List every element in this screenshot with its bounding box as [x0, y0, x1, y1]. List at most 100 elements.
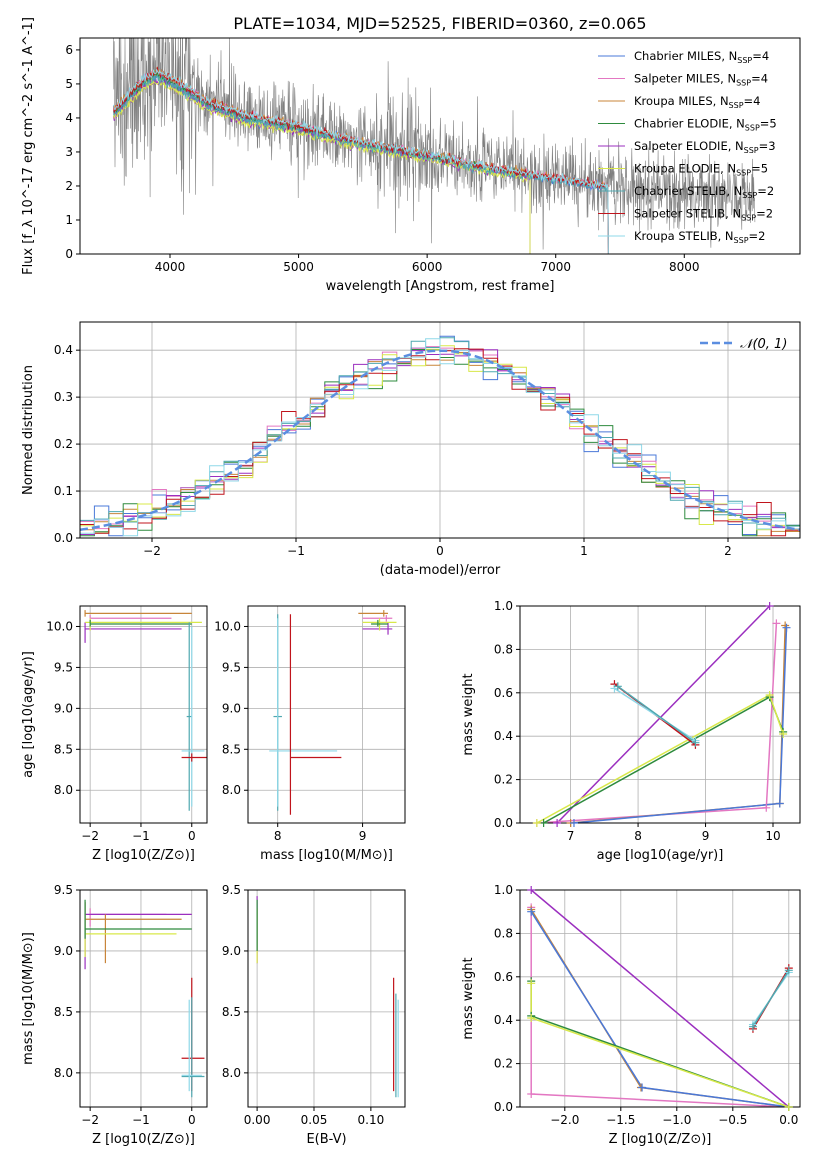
y-tick-label: 0.2: [494, 773, 513, 787]
x-tick-label: 0.10: [358, 1113, 385, 1127]
model-spectrum-6: [112, 73, 609, 254]
mass-weight-vs-age-frame: [519, 605, 801, 824]
y-tick-label: 5: [65, 77, 73, 91]
y-tick-label: 1.0: [494, 599, 513, 613]
model-spectrum-8: [112, 68, 609, 254]
figure-title: PLATE=1034, MJD=52525, FIBERID=0360, z=0…: [233, 14, 646, 33]
histogram-legend: 𝒩(0, 1): [700, 337, 787, 352]
y-tick-label: 8.5: [54, 742, 73, 756]
legend-normal-label: 𝒩(0, 1): [740, 337, 787, 352]
mass-weight-vs-age-series-1: [536, 623, 778, 823]
age-vs-mass-xlabel: mass [log10(M/M⊙)]: [260, 848, 393, 863]
x-tick-label: 9: [359, 829, 367, 843]
x-tick-label: 0: [188, 1113, 196, 1127]
mass-weight-vs-age-marker-5-0: [532, 819, 541, 827]
age-vs-metallicity-plot-area: [84, 610, 207, 811]
mass-weight-vs-metallicity-marker-5-0: [527, 979, 536, 988]
y-tick-label: 8.0: [54, 783, 73, 797]
y-tick-label: 9.5: [222, 883, 241, 897]
mass-weight-vs-metallicity-panel: −2.0 −1.5 −1.0 −0.5 0.0 0.0 0.2 0.4 0.6 0.8 1.0 Z […: [461, 883, 801, 1147]
normal-curve-line: [80, 349, 800, 532]
y-tick-label: 0.6: [494, 970, 513, 984]
x-tick-label: 1: [580, 544, 588, 558]
y-tick-label: 9.0: [54, 701, 73, 715]
mass-weight-vs-age-marker-2-2: [781, 621, 790, 630]
x-tick-label: −1.5: [606, 1113, 635, 1127]
y-tick-label: 0.2: [54, 437, 73, 451]
y-tick-label: 4: [65, 111, 73, 125]
mass-weight-vs-age-series-0: [556, 606, 771, 823]
mass-weight-vs-age-marker-8-1: [691, 738, 700, 747]
x-tick-label: −1: [287, 544, 305, 558]
x-tick-label: −2.0: [550, 1113, 579, 1127]
age-vs-mass-plot-area: [269, 610, 397, 815]
mass-weight-vs-metallicity-marker-8-1: [784, 966, 793, 975]
y-tick-label: 3: [65, 145, 73, 159]
mass-vs-metallicity-frame: [79, 889, 208, 1108]
y-tick-label: 0.8: [494, 642, 513, 656]
mass-weight-vs-age-plot-area: [536, 606, 788, 823]
mass-weight-vs-age-ylabel: mass weight: [461, 673, 476, 755]
mass-weight-vs-age-marker-5-1: [765, 690, 774, 699]
mass-vs-ebv-panel: 0.00 0.05 0.10 8.0 8.5 9.0 9.5 E(B-V): [222, 883, 406, 1147]
mass-vs-metallicity-ylabel: mass [log10(M/M⊙)]: [21, 932, 36, 1065]
mass-weight-vs-metallicity-series-0: [530, 890, 790, 1107]
mass-weight-vs-metallicity-series-2: [530, 909, 789, 1107]
mass-weight-vs-age-marker-3-0: [569, 819, 578, 827]
mass-weight-vs-metallicity-xlabel: Z [log10(Z/Z⊙)]: [609, 1132, 712, 1147]
y-tick-label: 0.0: [494, 816, 513, 830]
mass-weight-vs-age-series-8: [617, 685, 696, 744]
y-tick-label: 0.6: [494, 686, 513, 700]
age-vs-metallicity-xlabel: Z [log10(Z/Z⊙)]: [92, 848, 195, 863]
mass-weight-vs-metallicity-marker-5-2: [784, 1103, 793, 1111]
mass-vs-ebv-frame: [247, 889, 406, 1108]
y-tick-label: 10.0: [46, 619, 73, 633]
spectrum-plot-area: [112, 38, 756, 254]
legend-label-8: Kroupa STELIB, NSSP=2: [634, 229, 765, 245]
mass-weight-vs-age-panel: 7 8 9 10 0.0 0.2 0.4 0.6 0.8 1.0 age [log10(age/yr…: [461, 599, 801, 863]
y-tick-label: 6: [65, 43, 73, 57]
mass-weight-vs-age-marker-5-2: [779, 730, 788, 739]
legend-label-4: Salpeter ELODIE, NSSP=3: [634, 139, 776, 155]
mass-vs-metallicity-plot-area: [84, 899, 205, 1098]
mass-weight-vs-age-series-7: [614, 687, 696, 742]
x-tick-label: 8: [634, 829, 642, 843]
y-tick-label: 8.0: [222, 1066, 241, 1080]
x-tick-label: 0: [188, 829, 196, 843]
y-tick-label: 0.4: [494, 1013, 513, 1027]
x-tick-label: −1: [132, 1113, 150, 1127]
mass-weight-vs-metallicity-plot-area: [530, 890, 790, 1107]
mass-weight-vs-age-marker-8-0: [613, 682, 622, 691]
x-tick-label: −1: [132, 829, 150, 843]
model-spectrum-5: [112, 78, 531, 254]
x-tick-label: 9: [702, 829, 710, 843]
y-tick-label: 0.4: [54, 343, 73, 357]
age-vs-mass-panel: 8 9 8.0 8.5 9.0 9.5 10.0 mass [log10(M/M⊙)]: [214, 605, 406, 863]
x-tick-label: 4000: [155, 260, 186, 274]
mass-vs-ebv-plot-area: [256, 896, 399, 1098]
spectrum-xlabel: wavelength [Angstrom, rest frame]: [326, 279, 555, 294]
y-tick-label: 2: [65, 179, 73, 193]
x-tick-label: −2: [143, 544, 161, 558]
mass-weight-vs-age-marker-0-0: [553, 819, 562, 827]
y-tick-label: 9.0: [222, 701, 241, 715]
mass-weight-vs-metallicity-series-5: [530, 983, 790, 1107]
y-tick-label: 8.5: [54, 1005, 73, 1019]
legend-label-6: Chabrier STELIB, NSSP=2: [634, 184, 774, 200]
spectrum-panel: 4000 5000 6000 7000 8000 0 1 2 3 4 5 6 wavelength [A…: [21, 17, 801, 294]
y-tick-label: 0.8: [494, 926, 513, 940]
x-tick-label: 0: [436, 544, 444, 558]
residual-histogram-panel: −2 −1 0 1 2 0.0 0.1 0.2 0.3 0.4 (data-model)/error…: [21, 321, 801, 578]
spectrum-frame: [79, 37, 801, 255]
mass-weight-vs-metallicity-marker-1-1: [527, 1089, 536, 1098]
x-tick-label: 8: [274, 829, 282, 843]
y-tick-label: 0.4: [494, 729, 513, 743]
x-tick-label: 0.05: [301, 1113, 328, 1127]
y-tick-label: 9.0: [222, 944, 241, 958]
mass-weight-vs-age-series-3: [573, 627, 788, 823]
legend-label-7: Salpeter STELIB, NSSP=2: [634, 207, 773, 223]
mass-weight-vs-metallicity-ylabel: mass weight: [461, 957, 476, 1039]
mass-weight-vs-metallicity-series-8: [752, 969, 790, 1028]
y-tick-label: 8.5: [222, 742, 241, 756]
